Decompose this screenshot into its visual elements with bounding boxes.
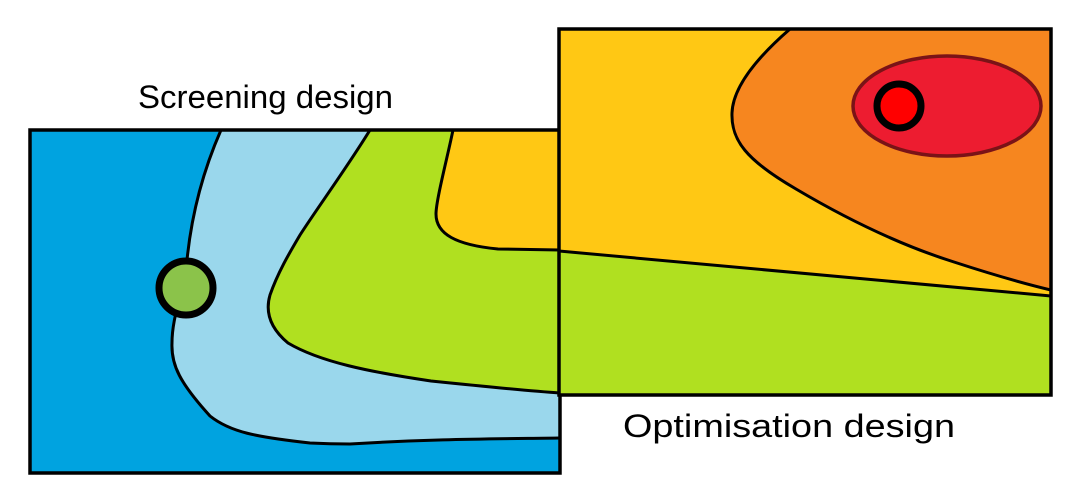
svg-text:Optimisation design: Optimisation design bbox=[623, 408, 955, 444]
svg-text:Screening design: Screening design bbox=[138, 79, 393, 115]
